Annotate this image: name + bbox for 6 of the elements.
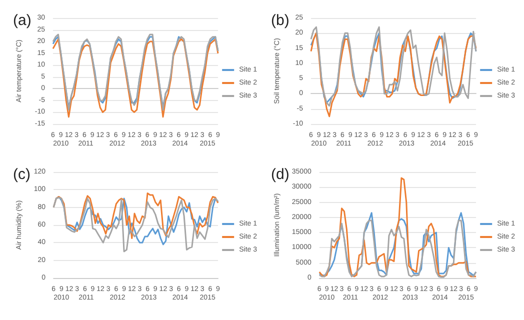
line-series [310,32,477,118]
chart-title: (b) [271,12,290,29]
chart-title: (a) [13,12,32,29]
line-series [318,177,477,278]
chart-title: (d) [271,166,290,183]
chart-title: (c) [13,166,30,183]
